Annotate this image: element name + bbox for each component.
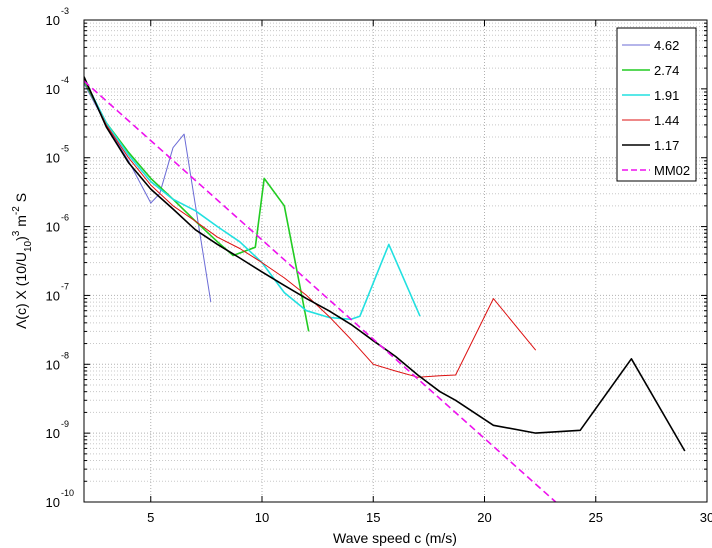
y-tick-label-base: 10	[46, 495, 60, 510]
y-axis-label-prefix: Λ(c) X (10/U	[13, 252, 29, 329]
y-tick-label-base: 10	[46, 426, 60, 441]
plot-frame	[83, 19, 708, 503]
y-tick-label-exp: -3	[61, 6, 69, 16]
y-tick-label-exp: -4	[61, 75, 69, 85]
legend-label: 2.74	[654, 63, 679, 78]
y-tick-label-base: 10	[46, 220, 60, 235]
x-tick-label: 20	[477, 510, 491, 525]
y-tick-label-base: 10	[46, 13, 60, 28]
y-tick-label: 10-10	[46, 488, 74, 510]
legend: 4.62 2.74 1.91 1.44 1.17 MM02	[616, 27, 697, 182]
legend-box	[616, 27, 697, 182]
y-tick-label-base: 10	[46, 357, 60, 372]
grid	[84, 20, 707, 502]
legend-label: 1.91	[654, 88, 679, 103]
y-axis-label-unit2: S	[13, 193, 29, 206]
legend-entry: 1.17	[622, 138, 679, 153]
x-tick-label: 10	[255, 510, 269, 525]
x-tick-label: 5	[147, 510, 154, 525]
legend-label: MM02	[654, 163, 690, 178]
y-tick-label-exp: -9	[61, 419, 69, 429]
y-tick-label-exp: -8	[61, 350, 69, 360]
legend-entry: 1.91	[622, 88, 679, 103]
legend-entry: 1.44	[622, 113, 679, 128]
legend-entry: MM02	[622, 163, 690, 178]
legend-label: 1.44	[654, 113, 679, 128]
legend-entry: 4.62	[622, 38, 679, 53]
series-line-1.44	[84, 78, 537, 378]
y-tick-label-exp: -7	[61, 281, 69, 291]
legend-label: 1.17	[654, 138, 679, 153]
y-tick-label: 10-4	[46, 75, 69, 97]
y-tick-label-base: 10	[46, 151, 60, 166]
legend-label: 4.62	[654, 38, 679, 53]
y-tick-label: 10-7	[46, 281, 69, 303]
tick-labels: 5 10 15 20 25 3010-1010-910-810-710-610-510-4…	[46, 6, 712, 525]
series-line-MM02	[84, 80, 557, 502]
y-tick-label: 10-8	[46, 350, 69, 372]
axis-ticks	[84, 19, 708, 503]
y-tick-label: 10-3	[46, 6, 69, 28]
y-axis-label-mid: )	[13, 236, 29, 241]
y-axis-label-sub: 10	[23, 240, 34, 252]
series-line-1.17	[84, 76, 686, 452]
y-axis-label: Λ(c) X (10/U10)3 m-2 S	[11, 193, 34, 329]
y-axis-label-sup1: 3	[11, 230, 22, 236]
x-tick-label: 15	[366, 510, 380, 525]
y-axis-label-sup2: -2	[11, 206, 22, 215]
x-axis-label: Wave speed c (m/s)	[333, 530, 457, 546]
legend-entry: 2.74	[622, 63, 679, 78]
y-tick-label: 10-6	[46, 213, 69, 235]
x-tick-label: 25	[589, 510, 603, 525]
y-tick-label-exp: -6	[61, 213, 69, 223]
y-tick-label-exp: -5	[61, 144, 69, 154]
y-axis-label-unit1: m	[13, 215, 29, 231]
series-line-1.91	[84, 78, 421, 321]
series-lines	[84, 76, 686, 502]
y-tick-label: 10-5	[46, 144, 69, 166]
y-tick-label-base: 10	[46, 82, 60, 97]
x-tick-label: 30	[700, 510, 712, 525]
y-tick-label-exp: -10	[61, 488, 74, 498]
y-tick-label: 10-9	[46, 419, 69, 441]
series-line-2.74	[84, 80, 310, 332]
y-tick-label-base: 10	[46, 288, 60, 303]
